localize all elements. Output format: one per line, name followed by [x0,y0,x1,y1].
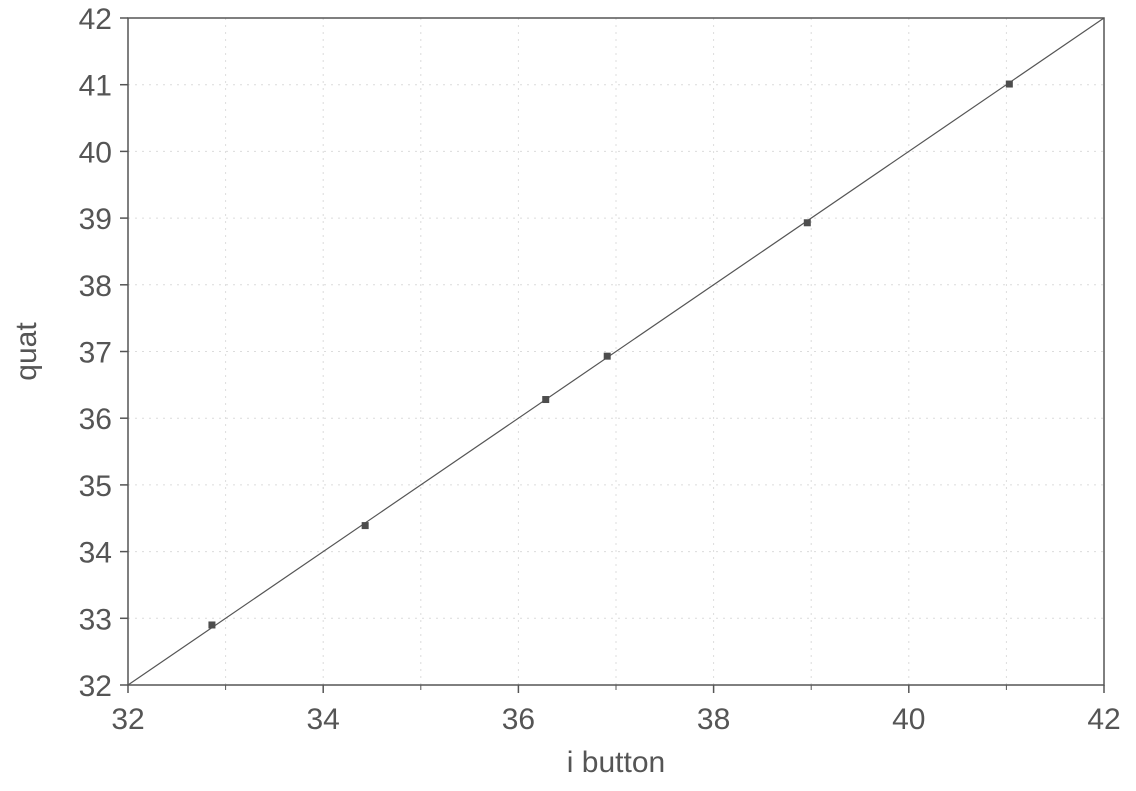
data-points [208,80,1013,629]
y-axis-ticks: 32 33 34 35 36 37 38 39 40 41 42 [79,3,128,703]
data-point [361,522,369,530]
x-tick-label: 36 [502,703,535,736]
reference-line [127,17,1105,686]
grid [128,18,1104,685]
y-tick-label: 37 [79,337,112,370]
x-axis-ticks: 32 34 36 38 40 42 [111,685,1121,736]
data-point [1005,80,1013,88]
y-tick-label: 41 [79,70,112,103]
x-tick-label: 34 [307,703,340,736]
x-tick-label: 40 [892,703,925,736]
y-tick-label: 33 [79,603,112,636]
x-tick-label: 38 [697,703,730,736]
y-tick-label: 42 [79,3,112,36]
x-tick-label: 42 [1087,703,1120,736]
y-tick-label: 39 [79,203,112,236]
y-tick-label: 32 [79,670,112,703]
y-tick-label: 35 [79,470,112,503]
y-axis-title: quat [10,322,43,381]
data-point [603,352,611,360]
y-tick-label: 40 [79,136,112,169]
x-axis-title: i button [567,746,665,779]
y-tick-label: 38 [79,270,112,303]
data-point [803,219,811,227]
x-tick-label: 32 [111,703,144,736]
data-point [542,396,550,404]
y-tick-label: 34 [79,537,112,570]
y-tick-label: 36 [79,403,112,436]
data-point [208,621,216,629]
